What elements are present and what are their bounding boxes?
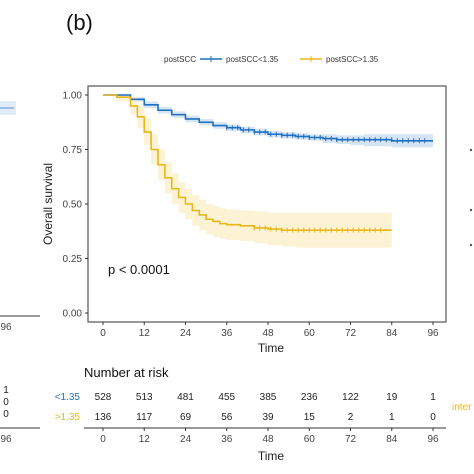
risk-value: 2 xyxy=(348,412,354,423)
risk-row-label-0: <1.35 xyxy=(55,392,81,403)
left-fragment-risk-value: 0 xyxy=(3,397,9,408)
legend-title: postSCC xyxy=(164,55,196,64)
right-cropped-panel: inter xyxy=(452,148,473,413)
risk-table: <1.35 528 513 481 455 385 236 122 19 1>1.35 136 117… xyxy=(55,392,446,445)
risk-value: 19 xyxy=(386,392,398,403)
right-fragment-dot xyxy=(469,208,473,212)
y-tick-label: 0.00 xyxy=(63,309,83,320)
risk-x-tick-label: 72 xyxy=(345,434,357,445)
risk-value: 0 xyxy=(430,412,436,423)
left-fragment-risk-value: 0 xyxy=(3,409,9,420)
risk-x-tick-label: 24 xyxy=(180,434,192,445)
risk-x-tick-label: 96 xyxy=(427,434,439,445)
p-value-annotation: p < 0.0001 xyxy=(108,262,170,277)
y-axis-label: Overall survival xyxy=(41,163,55,245)
x-tick-label: 84 xyxy=(386,328,398,339)
legend-label-0: postSCC<1.35 xyxy=(226,55,279,64)
censor-marks xyxy=(226,125,426,233)
risk-value: 15 xyxy=(304,412,316,423)
y-tick-label: 0.75 xyxy=(63,145,83,156)
left-fragment-tick-label: 96 xyxy=(0,322,12,333)
confidence-bands xyxy=(103,95,433,248)
right-fragment-dot xyxy=(469,148,473,152)
y-tick-label: 1.00 xyxy=(63,91,83,102)
risk-value: 69 xyxy=(180,412,192,423)
risk-value: 117 xyxy=(136,412,152,423)
risk-value: 1 xyxy=(430,392,436,403)
risk-value: 385 xyxy=(260,392,277,403)
x-tick-label: 24 xyxy=(180,328,192,339)
x-tick-label: 0 xyxy=(100,328,106,339)
risk-row-label-1: >1.35 xyxy=(55,412,81,423)
risk-x-tick-label: 36 xyxy=(221,434,233,445)
x-tick-label: 36 xyxy=(221,328,233,339)
risk-value: 513 xyxy=(136,392,153,403)
x-tick-label: 12 xyxy=(139,328,151,339)
x-tick-label: 72 xyxy=(345,328,357,339)
y-axis: 0.00 0.25 0.50 0.75 1.00 xyxy=(63,91,88,320)
risk-value: 122 xyxy=(342,392,359,403)
risk-value: 528 xyxy=(95,392,112,403)
risk-value: 56 xyxy=(221,412,233,423)
risk-value: 455 xyxy=(218,392,235,403)
x-tick-label: 48 xyxy=(262,328,274,339)
risk-value: 236 xyxy=(301,392,318,403)
risk-value: 1 xyxy=(389,412,395,423)
risk-x-tick-label: 60 xyxy=(304,434,316,445)
risk-table-title: Number at risk xyxy=(84,365,169,380)
legend-label-1: postSCC>1.35 xyxy=(326,55,379,64)
confidence-band-1 xyxy=(103,95,392,248)
risk-x-tick-label: 0 xyxy=(100,434,106,445)
x-axis-label: Time xyxy=(258,341,285,355)
risk-value: 481 xyxy=(177,392,194,403)
legend: postSCC postSCC<1.35 postSCC>1.35 xyxy=(164,55,379,64)
y-tick-label: 0.50 xyxy=(63,200,83,211)
risk-x-tick-label: 84 xyxy=(386,434,398,445)
risk-table-x-label: Time xyxy=(258,449,285,463)
left-fragment-band xyxy=(0,101,16,115)
right-fragment-dot xyxy=(469,243,473,247)
survival-curve-1 xyxy=(103,94,392,231)
panel-label: (b) xyxy=(66,10,93,35)
y-tick-label: 0.25 xyxy=(63,254,83,265)
x-tick-label: 60 xyxy=(304,328,316,339)
left-fragment-risk-value: 1 xyxy=(3,385,9,396)
risk-x-tick-label: 48 xyxy=(262,434,274,445)
risk-value: 39 xyxy=(262,412,274,423)
left-fragment-risk-tick: 96 xyxy=(0,434,12,445)
risk-x-tick-label: 12 xyxy=(139,434,151,445)
risk-value: 136 xyxy=(95,412,112,423)
right-fragment-text: inter xyxy=(452,402,472,413)
x-axis: 0 12 24 36 48 60 72 84 96 xyxy=(100,322,439,339)
x-tick-label: 96 xyxy=(427,328,439,339)
